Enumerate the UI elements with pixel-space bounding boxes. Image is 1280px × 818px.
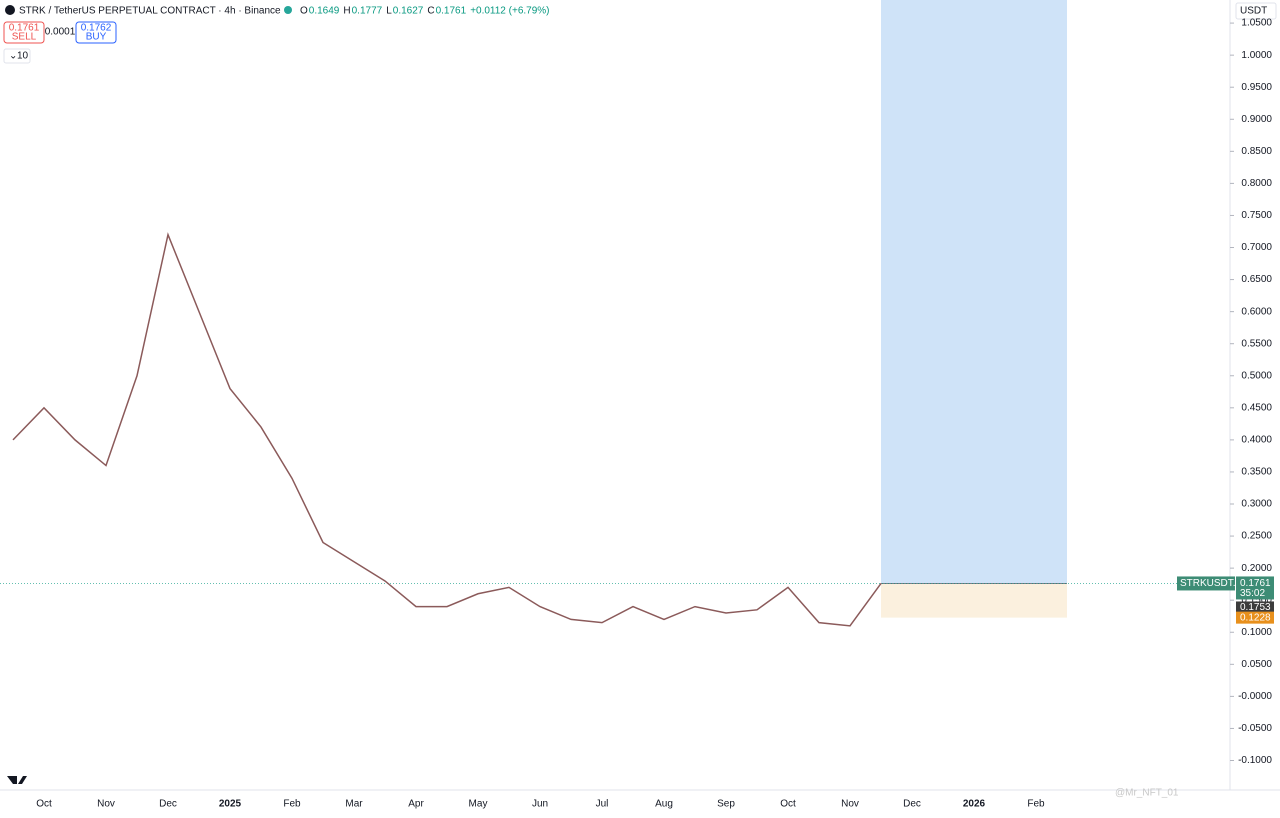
y-tick-label: 0.3500	[1241, 467, 1272, 478]
target-zone	[881, 0, 1067, 584]
x-tick-label: 2026	[963, 799, 986, 810]
stop-price-label: 0.1228	[1240, 612, 1271, 623]
symbol-title: STRK / TetherUS PERPETUAL CONTRACT · 4h …	[19, 6, 281, 17]
sell-button[interactable]	[3, 21, 45, 44]
y-tick-label: 0.5500	[1241, 338, 1272, 349]
y-tick-label: 0.4500	[1241, 402, 1272, 413]
x-tick-label: Feb	[1027, 799, 1045, 810]
y-tick-label: 0.7500	[1241, 210, 1272, 221]
ohlc-label: L	[386, 6, 392, 17]
last-price-tag	[1236, 576, 1274, 600]
indicator-caret: ⌄	[9, 51, 17, 62]
x-tick-label: Aug	[655, 799, 673, 810]
y-tick-label: 0.8000	[1241, 178, 1272, 189]
y-tick-label: 0.6000	[1241, 306, 1272, 317]
currency: USDT	[1240, 6, 1267, 17]
indicators-count: 10	[17, 51, 29, 62]
stop-price-tag	[1236, 611, 1274, 624]
x-tick-label: May	[469, 799, 488, 810]
y-tick-label: 0.0500	[1241, 659, 1272, 670]
y-tick-label: 0.2000	[1241, 563, 1272, 574]
ohlc-value: 0.1777	[352, 6, 383, 17]
x-tick-label: Oct	[36, 799, 52, 810]
price-line	[12, 232, 882, 627]
spread: 0.0001	[45, 27, 76, 38]
y-tick-label: 0.1000	[1241, 627, 1272, 638]
x-tick-label: Mar	[345, 799, 363, 810]
mark-price-label: 0.1753	[1240, 602, 1271, 613]
x-tick-label: Nov	[97, 799, 115, 810]
y-tick-label: -0.0000	[1238, 691, 1272, 702]
y-tick-label: 0.4000	[1241, 435, 1272, 446]
x-tick-label: Sep	[717, 799, 735, 810]
y-tick-label: -0.0500	[1238, 723, 1272, 734]
ohlc-value: 0.1649	[309, 6, 340, 17]
watermark: @Mr_NFT_01	[1115, 788, 1179, 799]
y-tick-label: -0.1000	[1238, 755, 1272, 766]
x-tick-label: Apr	[408, 799, 424, 810]
stop-zone	[881, 583, 1067, 618]
logo	[7, 776, 27, 784]
ohlc-label: H	[343, 6, 350, 17]
x-tick-label: Dec	[159, 799, 177, 810]
mark-price-tag	[1236, 601, 1274, 614]
symbol-tag-label: STRKUSDT.P	[1180, 578, 1243, 589]
x-tick-label: 2025	[219, 799, 242, 810]
symbol-icon	[5, 5, 15, 15]
y-tick-label: 0.2500	[1241, 531, 1272, 542]
sell-price: 0.1761	[9, 23, 40, 34]
market-status	[284, 6, 292, 14]
x-tick-label: Feb	[283, 799, 301, 810]
y-tick-label: 0.7000	[1241, 242, 1272, 253]
x-tick-label: Jul	[596, 799, 609, 810]
y-tick-label: 1.0000	[1241, 50, 1272, 61]
ohlc-label: C	[427, 6, 434, 17]
change: +0.0112 (+6.79%)	[470, 6, 549, 17]
y-tick-label: 0.9000	[1241, 114, 1272, 125]
currency-button[interactable]	[1235, 2, 1277, 20]
x-tick-label: Oct	[780, 799, 796, 810]
buy-label: BUY	[86, 32, 107, 43]
y-tick-label: 0.6500	[1241, 274, 1272, 285]
ohlc: O 0.1649 H 0.1777 L 0.1627 C 0.1761 +0.0112 (+6.…	[300, 6, 550, 17]
indicators-toggle[interactable]	[3, 48, 31, 64]
ohlc-value: 0.1761	[436, 6, 467, 17]
ohlc-label: O	[300, 6, 308, 17]
y-tick-label: 0.3000	[1241, 499, 1272, 510]
last-price-label: 0.1761	[1240, 578, 1271, 589]
ohlc-value: 0.1627	[393, 6, 424, 17]
y-tick-label: 0.1500	[1241, 595, 1272, 606]
x-tick-label: Nov	[841, 799, 859, 810]
buy-price: 0.1762	[81, 23, 112, 34]
y-tick-label: 0.9500	[1241, 82, 1272, 93]
sell-label: SELL	[12, 32, 37, 43]
y-tick-label: 0.8500	[1241, 146, 1272, 157]
x-tick-label: Dec	[903, 799, 921, 810]
y-tick-label: 1.0500	[1241, 18, 1272, 29]
buy-button[interactable]	[75, 21, 117, 44]
y-tick-label: 0.5000	[1241, 370, 1272, 381]
countdown: 35:02	[1240, 588, 1265, 599]
symbol-tag	[1177, 576, 1235, 591]
x-tick-label: Jun	[532, 799, 548, 810]
